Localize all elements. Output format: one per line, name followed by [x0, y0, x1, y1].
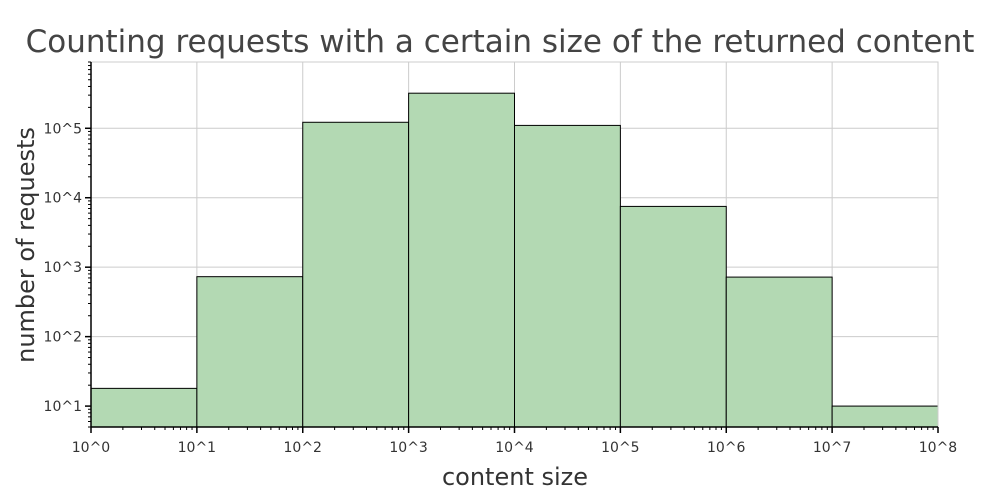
histogram-bar-5 [619, 205, 727, 428]
axes [85, 61, 939, 433]
x-tick-label-8: 10^8 [919, 440, 957, 456]
histogram-bar-4 [514, 124, 621, 428]
tick-labels: 10^0 10^1 10^2 10^3 10^4 10^5 10^6 10^7 10^8 10^1… [44, 121, 958, 456]
x-tick-label-6: 10^6 [707, 440, 746, 456]
x-tick-label-5: 10^5 [601, 440, 639, 456]
y-axis-label: number of requests [12, 127, 40, 363]
y-tick-label-3: 10^4 [44, 191, 83, 207]
histogram-bar-6 [725, 276, 833, 428]
histogram-bar-0 [90, 387, 198, 428]
x-tick-label-3: 10^3 [389, 440, 427, 456]
histogram-bar-1 [196, 276, 304, 428]
chart-title: Counting requests with a certain size of… [26, 24, 975, 60]
histogram-bar-2 [302, 121, 410, 428]
x-tick-label-2: 10^2 [284, 440, 322, 456]
y-tick-label-0: 10^1 [44, 399, 82, 415]
histogram-bar-7 [831, 405, 939, 428]
x-tick-label-7: 10^7 [813, 440, 851, 456]
x-tick-label-0: 10^0 [72, 440, 110, 456]
histogram-bars [90, 92, 939, 428]
x-tick-label-1: 10^1 [178, 440, 216, 456]
y-tick-label-4: 10^5 [44, 121, 82, 137]
y-tick-label-1: 10^2 [44, 330, 82, 346]
x-tick-label-4: 10^4 [495, 440, 534, 456]
x-axis-label: content size [442, 463, 588, 491]
histogram-bar-3 [408, 92, 515, 428]
y-tick-label-2: 10^3 [44, 260, 82, 276]
